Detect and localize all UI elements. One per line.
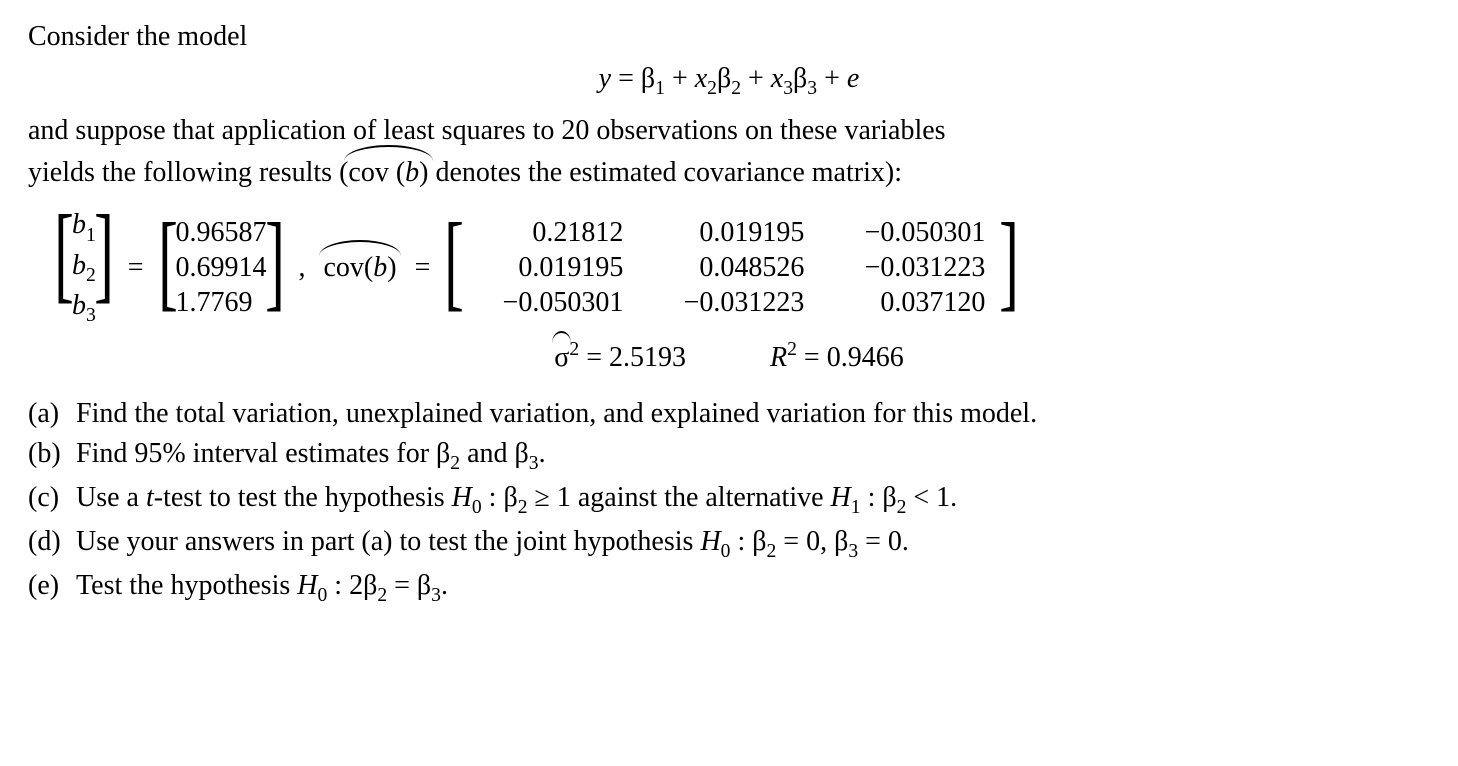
cov-r1c3: −0.050301 (840, 215, 985, 250)
question-e: (e) Test the hypothesis H0 : 2β2 = β3. (28, 567, 1430, 609)
question-d-eq0b: = 0. (858, 526, 909, 557)
cov-r3c3: 0.037120 (840, 285, 985, 320)
b3-value: 1.7769 (176, 285, 267, 320)
intro-line-2b: yields the following results (cov (b) de… (28, 154, 1430, 192)
cov-r1c1: 0.21812 (478, 215, 623, 250)
cov-r1c2: 0.019195 (659, 215, 804, 250)
question-d-label: (d) (28, 523, 76, 561)
question-d: (d) Use your answers in part (a) to test… (28, 523, 1430, 565)
question-e-period: . (441, 570, 448, 601)
estimates-row: [ b1 b2 b3 ] = [ 0.96587 0.69914 1.7769 … (58, 203, 1430, 331)
cov-b-label: cov(b) (323, 249, 396, 287)
covb-arg: b (373, 252, 387, 283)
equals-sigma: = (586, 342, 602, 373)
question-c-prefix: Use a (76, 482, 146, 513)
question-d-eq0a: = 0, (776, 526, 834, 557)
question-c-t: t (146, 482, 154, 513)
cov-matrix: [ 0.21812 0.019195 −0.050301 0.019195 0.… (448, 211, 1015, 324)
question-e-prefix: Test the hypothesis (76, 570, 297, 601)
question-b-text: Find 95% interval estimates for β2 and β… (76, 435, 1430, 477)
question-d-colon: : (730, 526, 752, 557)
equals-1: = (128, 249, 144, 287)
cov-r3c2: −0.031223 (659, 285, 804, 320)
question-c-ge1: ≥ 1 against the alternative (527, 482, 830, 513)
equals-R2: = (804, 342, 820, 373)
covb-text: cov (323, 252, 363, 283)
cov-label-inline: cov (348, 157, 388, 188)
question-d-text: Use your answers in part (a) to test the… (76, 523, 1430, 565)
model-equation: y = β1 + x2β2 + x3β3 + e (28, 60, 1430, 102)
intro-line-2a: and suppose that application of least sq… (28, 112, 1430, 150)
question-a-label: (a) (28, 395, 76, 433)
question-e-text: Test the hypothesis H0 : 2β2 = β3. (76, 567, 1430, 609)
question-e-two: 2 (349, 570, 363, 601)
intro-line-2b-mid: denotes the estimated covariance matrix)… (429, 157, 902, 188)
b2-value: 0.69914 (176, 250, 267, 285)
question-c-colon2: : (861, 482, 883, 513)
question-b-period: . (539, 438, 546, 469)
cov-r2c1: 0.019195 (478, 250, 623, 285)
cov-arg-inline: b (405, 157, 419, 188)
question-a-text: Find the total variation, unexplained va… (76, 395, 1430, 433)
R-sup: 2 (787, 339, 797, 360)
cov-r2c3: −0.031223 (840, 250, 985, 285)
b-vector-values: [ 0.96587 0.69914 1.7769 ] (162, 211, 281, 324)
R-letter: R (770, 342, 787, 373)
question-c-label: (c) (28, 479, 76, 517)
b-vector-labels: [ b1 b2 b3 ] (58, 203, 110, 331)
sigma-sup: 2 (569, 339, 579, 360)
intro-line-1: Consider the model (28, 18, 1430, 56)
question-e-label: (e) (28, 567, 76, 605)
question-c-lt1: < 1. (906, 482, 957, 513)
sigma2-value: 2.5193 (609, 342, 686, 373)
intro-line-2b-prefix: yields the following results ( (28, 157, 348, 188)
question-list: (a) Find the total variation, unexplaine… (28, 395, 1430, 609)
stats-line: σ2 = 2.5193 R2 = 0.9466 (28, 338, 1430, 377)
cov-r3c1: −0.050301 (478, 285, 623, 320)
question-c: (c) Use a t-test to test the hypothesis … (28, 479, 1430, 521)
question-c-mid: -test to test the hypothesis (154, 482, 452, 513)
comma: , (298, 249, 305, 287)
question-b-prefix: Find 95% interval estimates for (76, 438, 436, 469)
question-a: (a) Find the total variation, unexplaine… (28, 395, 1430, 433)
question-c-text: Use a t-test to test the hypothesis H0 :… (76, 479, 1430, 521)
question-b-label: (b) (28, 435, 76, 473)
b1-value: 0.96587 (176, 215, 267, 250)
equals-2: = (415, 249, 431, 287)
question-c-colon1: : (482, 482, 504, 513)
question-b-and: and (460, 438, 514, 469)
question-e-colon: : (327, 570, 349, 601)
question-b: (b) Find 95% interval estimates for β2 a… (28, 435, 1430, 477)
question-d-prefix: Use your answers in part (a) to test the… (76, 526, 700, 557)
question-e-eq: = (387, 570, 417, 601)
R2-value: 0.9466 (827, 342, 904, 373)
sigma-hat: σ (554, 342, 569, 373)
cov-r2c2: 0.048526 (659, 250, 804, 285)
